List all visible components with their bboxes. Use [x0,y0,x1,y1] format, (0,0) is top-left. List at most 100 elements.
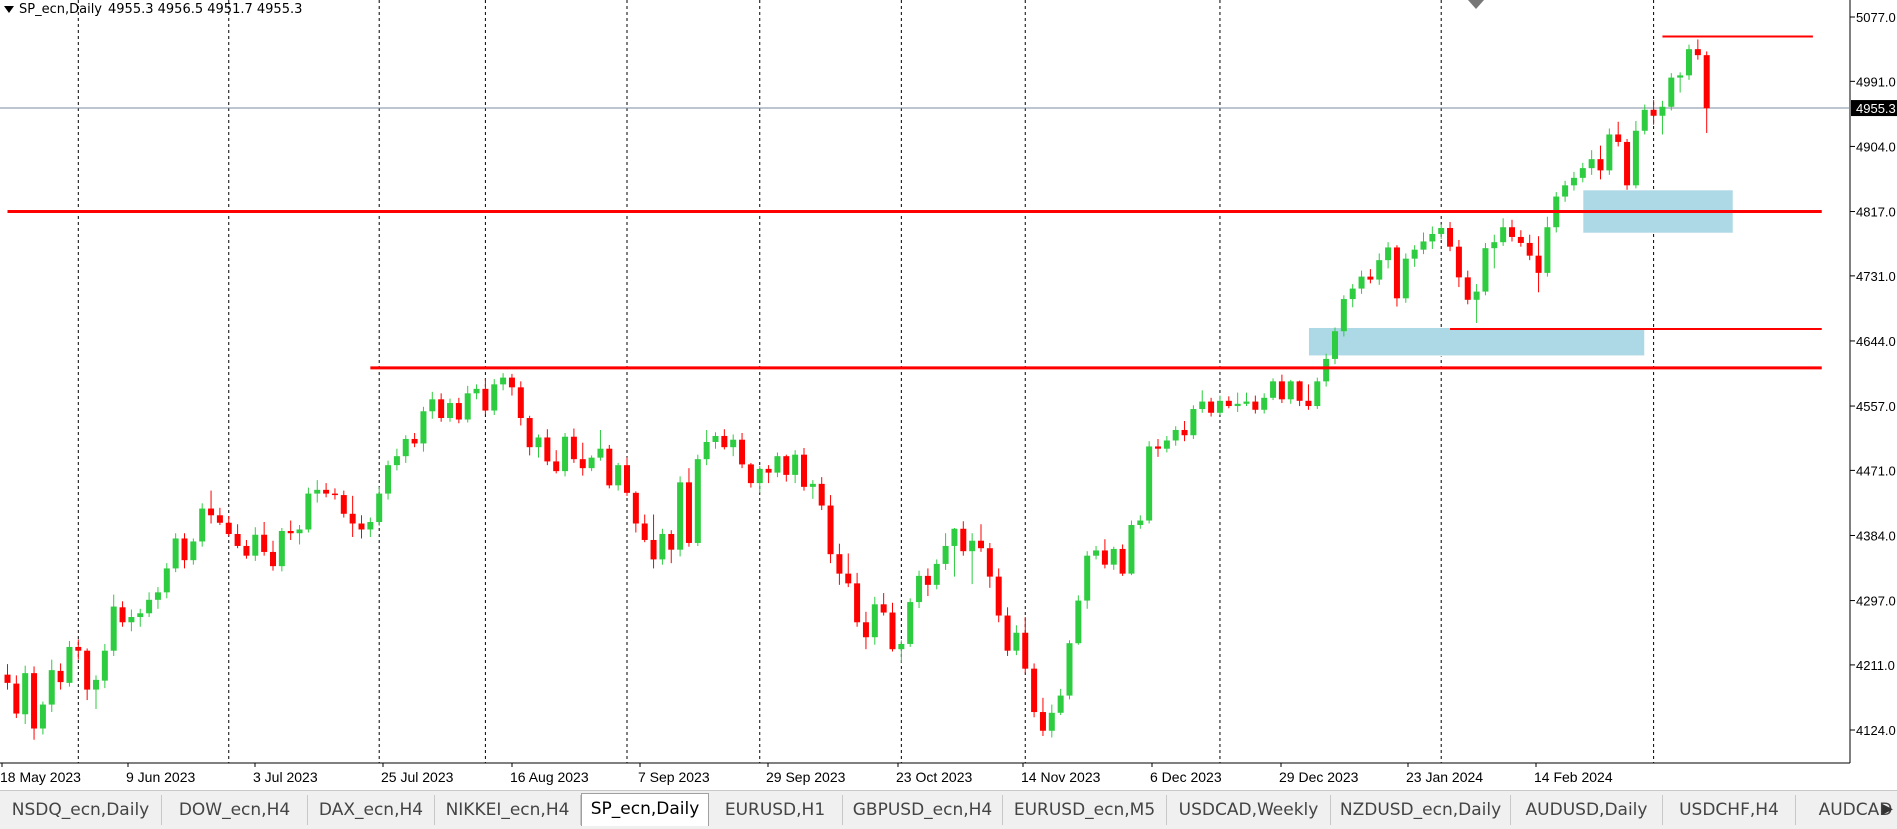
candle-body[interactable] [75,646,82,651]
candle-body[interactable] [1491,242,1498,249]
candle-body[interactable] [278,530,285,567]
candle-body[interactable] [668,533,675,550]
candle-body[interactable] [1385,247,1392,261]
candle-body[interactable] [331,493,338,496]
candle-body[interactable] [491,384,498,411]
candle-body[interactable] [243,545,250,556]
candle-body[interactable] [261,534,268,552]
candle-body[interactable] [1110,548,1117,565]
candle-body[interactable] [1155,446,1161,449]
candle-body[interactable] [1278,381,1285,400]
candle-body[interactable] [1668,77,1675,107]
candle-body[interactable] [146,599,153,614]
candle-body[interactable] [1429,233,1436,242]
candle-body[interactable] [455,403,462,420]
candle-body[interactable] [827,505,834,555]
candle-body[interactable] [39,704,46,729]
candle-body[interactable] [730,439,737,448]
candle-body[interactable] [1208,401,1215,413]
candle-body[interactable] [615,465,622,486]
candle-body[interactable] [216,515,223,523]
candle-body[interactable] [429,399,436,412]
candle-body[interactable] [1455,246,1462,278]
candle-body[interactable] [916,575,923,603]
candle-body[interactable] [137,613,144,618]
candle-body[interactable] [358,523,365,530]
candle-body[interactable] [464,393,471,420]
candle-body[interactable] [898,643,905,650]
candle-body[interactable] [756,468,763,484]
candle-body[interactable] [1305,400,1312,407]
candle-body[interactable] [1367,276,1374,280]
candle-body[interactable] [1588,159,1595,169]
candle-body[interactable] [1163,440,1170,449]
candle-body[interactable] [703,441,710,460]
candle-body[interactable] [402,438,409,457]
candle-body[interactable] [1438,227,1445,234]
candle-body[interactable] [1517,236,1524,243]
candle-body[interactable] [1597,159,1604,171]
candle-body[interactable] [721,435,728,448]
candle-body[interactable] [907,602,914,644]
candle-body[interactable] [1066,643,1073,696]
chart-area[interactable]: 5077.0 4991.0 4904.0 4817.0 4731.0 4644.0 4557… [0,0,1897,790]
candle-body[interactable] [1234,403,1241,407]
candle-body[interactable] [1172,429,1179,441]
candle-body[interactable] [314,489,321,494]
candle-body[interactable] [1287,381,1294,400]
candle-body[interactable] [48,670,55,705]
candle-body[interactable] [119,607,126,623]
dropdown-triangle-icon[interactable] [4,6,14,13]
candle-body[interactable] [986,548,993,577]
candle-body[interactable] [93,679,99,690]
candle-body[interactable] [924,575,931,585]
candle-body[interactable] [385,465,392,494]
candle-body[interactable] [1075,600,1082,644]
candle-body[interactable] [809,483,816,487]
candle-body[interactable] [1199,401,1206,410]
candle-body[interactable] [1694,49,1701,56]
candle-body[interactable] [1500,227,1507,243]
candle-body[interactable] [889,612,896,650]
candle-body[interactable] [1606,134,1613,171]
candle-body[interactable] [4,674,11,683]
candle-body[interactable] [1420,241,1427,250]
tab-usdchf-h4[interactable]: USDCHF,H4 [1663,795,1796,825]
candle-body[interactable] [1624,141,1631,186]
candle-body[interactable] [1296,381,1303,401]
tab-eurusd-ecn-m5[interactable]: EURUSD_ecn,M5 [1003,795,1167,825]
candle-body[interactable] [163,568,170,593]
tab-nsdq-ecn-daily[interactable]: NSDQ_ecn,Daily [0,795,162,825]
candle-body[interactable] [13,683,20,714]
candle-body[interactable] [1641,109,1648,131]
candle-body[interactable] [588,457,595,469]
candle-body[interactable] [553,461,560,472]
candle-body[interactable] [535,437,542,448]
candle-body[interactable] [659,533,666,560]
candle-body[interactable] [393,456,400,466]
candle-body[interactable] [110,606,117,651]
candle-body[interactable] [1128,525,1135,574]
candle-body[interactable] [1013,632,1020,651]
tab-dow-ecn-h4[interactable]: DOW_ecn,H4 [162,795,308,825]
tab-dax-ecn-h4[interactable]: DAX_ecn,H4 [308,795,435,825]
candle-body[interactable] [1119,548,1126,574]
candle-body[interactable] [508,377,515,388]
candle-body[interactable] [1101,550,1108,565]
candle-body[interactable] [933,563,940,585]
candle-body[interactable] [1252,401,1259,410]
candle-body[interactable] [562,436,569,472]
candle-body[interactable] [597,448,604,458]
candle-body[interactable] [880,604,887,613]
candle-body[interactable] [1703,55,1710,109]
candle-body[interactable] [641,523,648,540]
candle-body[interactable] [57,670,64,683]
candle-body[interactable] [978,540,984,549]
candle-body[interactable] [1031,668,1038,713]
candle-body[interactable] [376,493,383,523]
candle-body[interactable] [1579,168,1586,178]
candle-body[interactable] [579,459,586,469]
tab-gbpusd-ecn-h4[interactable]: GBPUSD_ecn,H4 [843,795,1003,825]
candle-body[interactable] [544,437,551,462]
candle-body[interactable] [1004,615,1011,651]
